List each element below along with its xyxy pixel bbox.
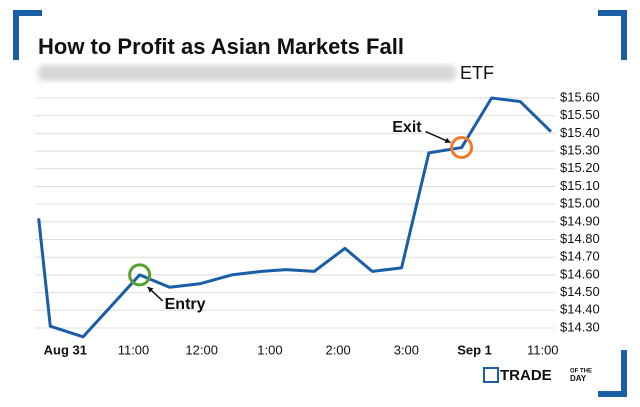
y-tick-label: $14.50 <box>560 284 600 299</box>
y-tick-label: $14.60 <box>560 266 600 281</box>
arrow-head <box>147 286 154 293</box>
logo-icon <box>483 367 499 383</box>
x-tick-label: 11:00 <box>118 342 150 357</box>
logo-text: OF THE <box>570 369 592 375</box>
blurred-text <box>38 65 456 81</box>
corner-bracket <box>598 10 627 60</box>
y-tick-label: $15.30 <box>560 143 600 158</box>
logo: TRADE OF THE DAY <box>483 367 592 384</box>
y-tick-label: $14.70 <box>560 249 600 264</box>
corner-bracket <box>598 350 627 397</box>
x-tick-label: Sep 1 <box>457 342 492 357</box>
y-tick-label: $15.50 <box>560 107 600 122</box>
y-tick-label: $15.20 <box>560 160 600 175</box>
y-tick-label: $14.90 <box>560 213 600 228</box>
corner-bracket <box>13 10 42 60</box>
x-tick-label: 1:00 <box>257 342 282 357</box>
annotation-text: Exit <box>392 119 422 136</box>
y-tick-label: $15.60 <box>560 89 600 104</box>
x-tick-label: 2:00 <box>325 342 350 357</box>
chart-subtitle: ETF <box>460 63 494 83</box>
annotation-text: Entry <box>165 296 206 313</box>
annotation-circle <box>450 136 474 160</box>
x-tick-label: Aug 31 <box>44 342 87 357</box>
y-tick-label: $15.40 <box>560 125 600 140</box>
x-tick-label: 3:00 <box>394 342 419 357</box>
y-tick-label: $14.80 <box>560 231 600 246</box>
logo-text: TRADE <box>500 367 552 384</box>
y-tick-label: $15.10 <box>560 178 600 193</box>
chart-title: How to Profit as Asian Markets Fall <box>38 34 404 59</box>
y-tick-label: $15.00 <box>560 196 600 211</box>
logo-text: DAY <box>570 374 587 383</box>
x-tick-label: 11:00 <box>527 342 559 357</box>
x-tick-label: 12:00 <box>185 342 218 357</box>
annotation-circle <box>128 263 152 287</box>
frame <box>13 10 627 397</box>
y-tick-label: $14.30 <box>560 319 600 334</box>
arrow-head <box>444 137 451 144</box>
y-tick-label: $14.40 <box>560 302 600 317</box>
